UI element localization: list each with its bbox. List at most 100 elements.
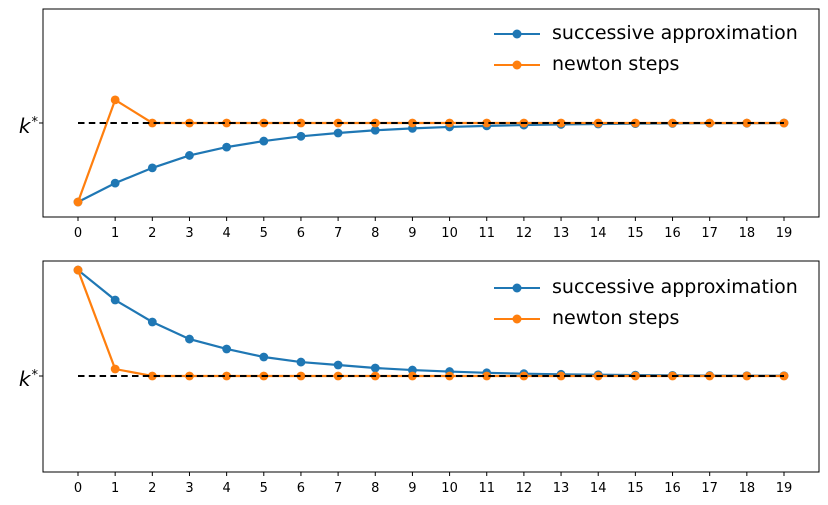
- x-tick-label: 9: [408, 226, 416, 241]
- newton-steps-marker: [222, 118, 232, 128]
- legend-label: newton steps: [552, 307, 680, 329]
- x-tick-label: 19: [776, 226, 793, 241]
- ylabel-kstar-top: k*: [18, 114, 38, 138]
- newton-steps-marker: [73, 197, 83, 207]
- x-tick-label: 7: [334, 226, 342, 241]
- x-tick-label: 0: [74, 481, 82, 496]
- x-tick-label: 3: [185, 481, 193, 496]
- x-tick-label: 9: [408, 481, 416, 496]
- x-tick-label: 2: [148, 481, 156, 496]
- x-tick-label: 14: [590, 481, 607, 496]
- axes-frame: [42, 8, 820, 218]
- x-tick-label: 14: [590, 226, 607, 241]
- legend-top: successive approximation newton steps: [494, 18, 798, 80]
- successive-approximation-marker: [222, 344, 232, 354]
- subplot-bottom: 0 1 2 3 4 5 6 7 8 9 10 11 12 13 14 15 16 17 18 19: [39, 260, 820, 496]
- successive-approximation-marker: [110, 295, 120, 305]
- newton-steps-marker: [222, 371, 232, 381]
- legend-label: successive approximation: [552, 22, 798, 44]
- axes-frame: [42, 260, 820, 473]
- legend-label: newton steps: [552, 53, 680, 75]
- legend-line-sample: [494, 303, 540, 334]
- x-tick-label: 13: [553, 481, 570, 496]
- x-tick-label: 7: [334, 481, 342, 496]
- x-tick-label: 0: [74, 226, 82, 241]
- legend-item-successive-approximation: successive approximation: [494, 18, 798, 49]
- x-tick-label: 1: [111, 481, 119, 496]
- subplot-top: 0 1 2 3 4 5 6 7 8 9 10 11 12 13 14 15 16 17 18 19: [39, 8, 820, 241]
- x-tick-label: 6: [297, 481, 305, 496]
- legend-marker-dot: [512, 283, 522, 292]
- newton-steps-marker: [408, 371, 417, 381]
- newton-steps-marker: [110, 95, 120, 105]
- legend-line-sample: [494, 272, 540, 303]
- successive-approximation-marker: [185, 334, 194, 344]
- legend-marker-dot: [512, 314, 522, 323]
- x-tick-label: 5: [260, 481, 268, 496]
- successive-approximation-marker: [370, 363, 380, 373]
- newton-steps-marker: [482, 371, 492, 381]
- x-tick-label: 18: [739, 226, 756, 241]
- x-tick-label: 8: [371, 226, 379, 241]
- legend-bottom: successive approximation newton steps: [494, 272, 798, 334]
- successive-approximation-marker: [370, 125, 380, 135]
- x-tick-label: 17: [701, 226, 718, 241]
- newton-steps-marker: [296, 371, 306, 381]
- newton-steps-line: [76, 98, 784, 203]
- newton-steps-marker: [556, 118, 566, 128]
- newton-steps-marker: [147, 371, 157, 381]
- legend-marker-dot: [512, 60, 522, 69]
- successive-approximation-marker: [185, 151, 194, 160]
- successive-approximation-marker: [222, 142, 232, 152]
- newton-steps-marker: [742, 118, 752, 128]
- x-tick-label: 8: [371, 481, 379, 496]
- successive-approximation-marker: [147, 317, 157, 327]
- successive-approximation-marker: [333, 360, 343, 370]
- x-tick-label: 12: [516, 481, 533, 496]
- legend-label: successive approximation: [552, 276, 798, 298]
- x-tick-label: 10: [441, 226, 458, 241]
- newton-steps-marker: [482, 118, 492, 128]
- successive-approximation-marker: [147, 163, 157, 173]
- successive-approximation-marker: [259, 136, 269, 146]
- x-tick-label: 19: [776, 481, 793, 496]
- x-tick-label: 4: [222, 481, 230, 496]
- successive-approximation-marker: [333, 128, 343, 138]
- x-tick-label: 4: [222, 226, 230, 241]
- newton-steps-marker: [630, 371, 640, 381]
- x-tick-label: 13: [553, 226, 570, 241]
- newton-steps-marker: [742, 371, 752, 381]
- x-tick-label: 6: [297, 226, 305, 241]
- x-tick-label: 15: [627, 226, 644, 241]
- x-tick-label: 16: [664, 226, 681, 241]
- newton-steps-marker: [110, 364, 120, 374]
- successive-approximation-marker: [296, 131, 306, 141]
- ylabel-kstar-bottom: k*: [18, 367, 38, 391]
- newton-steps-marker: [296, 118, 306, 128]
- x-tick-label: 16: [664, 481, 681, 496]
- x-tick-label: 12: [516, 226, 533, 241]
- newton-steps-marker: [147, 118, 157, 128]
- legend-item-successive-approximation: successive approximation: [494, 272, 798, 303]
- x-tick-label: 11: [478, 481, 495, 496]
- legend-line-sample: [494, 49, 540, 80]
- x-tick-label: 17: [701, 481, 718, 496]
- legend-line-sample: [494, 18, 540, 49]
- legend-item-newton-steps: newton steps: [494, 49, 798, 80]
- x-tick-label: 3: [185, 226, 193, 241]
- newton-steps-marker: [73, 265, 83, 275]
- x-tick-label: 5: [260, 226, 268, 241]
- successive-approximation-marker: [296, 357, 306, 367]
- x-tick-label: 1: [111, 226, 119, 241]
- newton-steps-marker: [408, 118, 417, 128]
- successive-approximation-marker: [110, 178, 120, 188]
- successive-approximation-line: [77, 121, 785, 204]
- newton-steps-marker: [630, 118, 640, 128]
- successive-approximation-marker: [259, 352, 269, 362]
- x-tick-label: 15: [627, 481, 644, 496]
- x-tick-label: 2: [148, 226, 156, 241]
- legend-marker-dot: [512, 29, 522, 38]
- legend-item-newton-steps: newton steps: [494, 303, 798, 334]
